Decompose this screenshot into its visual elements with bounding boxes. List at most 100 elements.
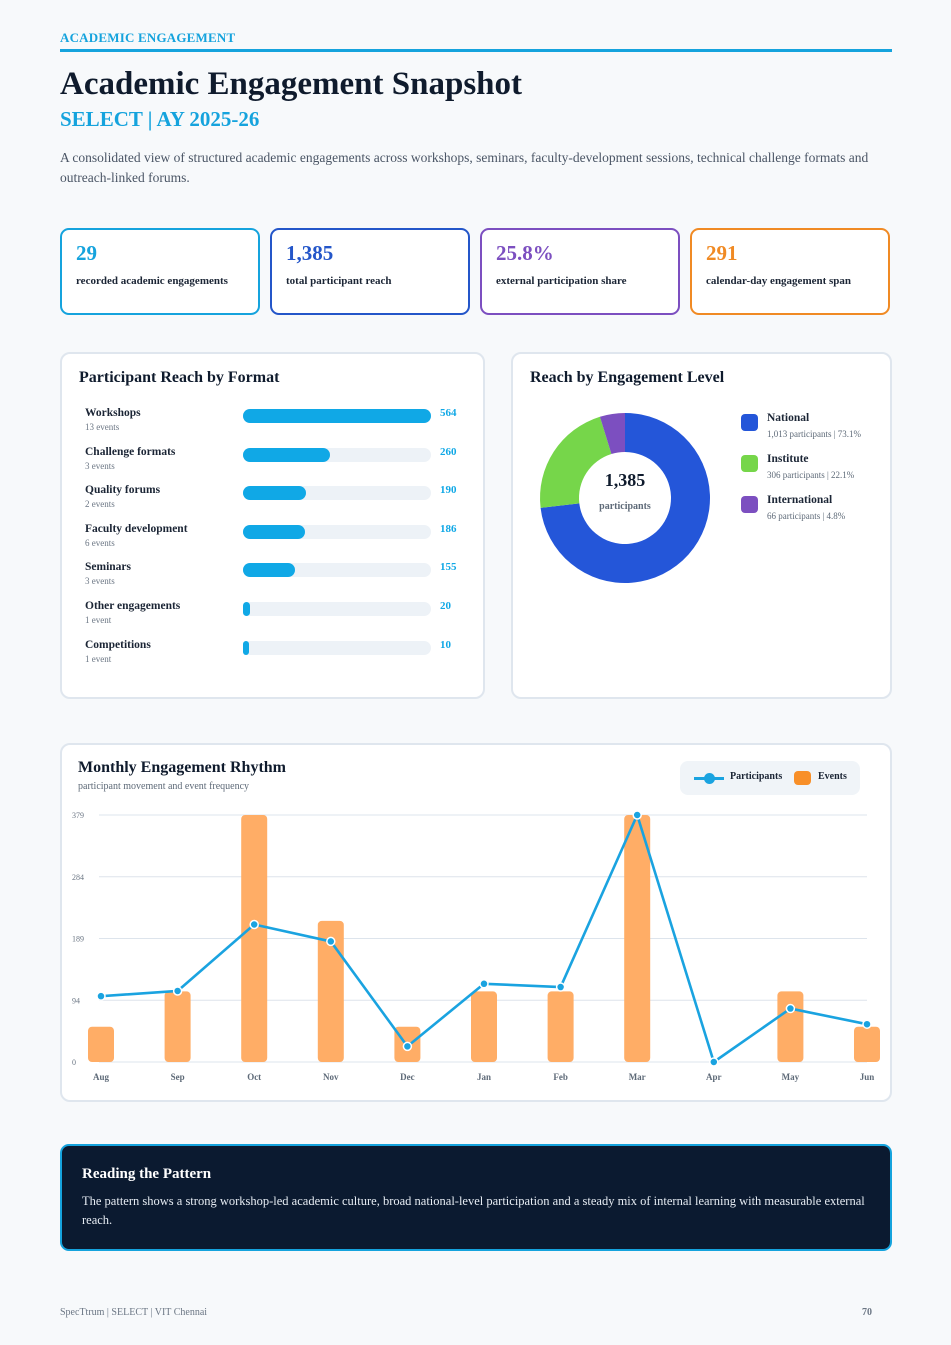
format-bar-track [243, 409, 431, 423]
format-bar-track [243, 602, 431, 616]
insight-panel: Reading the Pattern The pattern shows a … [60, 1144, 892, 1251]
events-bar [854, 1026, 880, 1062]
x-tick-label: Jan [477, 1072, 491, 1082]
legend-detail: 1,013 participants | 73.1% [767, 429, 862, 439]
page-number: 70 [862, 1307, 872, 1318]
format-card: Participant Reach by Format Workshops 13 … [60, 352, 485, 699]
format-row: Seminars 3 events 155 [85, 561, 485, 593]
page-title: Academic Engagement Snapshot [60, 66, 523, 102]
format-bar-track [243, 563, 431, 578]
footer-source: SpecTtrum | SELECT | VIT Chennai [60, 1307, 208, 1318]
rhythm-legend: Participants Events [680, 761, 860, 795]
kpi-label: external participation share [496, 275, 627, 287]
donut-slice-institute [540, 416, 612, 508]
format-value: 190 [440, 484, 457, 497]
x-tick-label: Oct [247, 1072, 261, 1082]
format-value: 260 [440, 445, 457, 458]
x-tick-label: Jun [860, 1072, 875, 1082]
participants-point [402, 1041, 413, 1052]
x-tick-label: Dec [400, 1072, 415, 1082]
participants-point [862, 1019, 872, 1029]
participants-point [632, 810, 642, 820]
section-kicker: ACADEMIC ENGAGEMENT [60, 30, 236, 45]
format-name: Other engagements [85, 600, 181, 612]
x-tick-label: Sep [171, 1072, 185, 1082]
format-row: Challenge formats 3 events 260 [85, 446, 485, 478]
participants-point [249, 919, 259, 930]
y-tick-label: 94 [72, 996, 80, 1005]
participants-legend-marker [704, 773, 715, 784]
format-name: Faculty development [85, 522, 188, 535]
format-value: 186 [440, 522, 457, 535]
x-tick-label: Feb [553, 1072, 568, 1082]
format-row: Workshops 13 events 564 [85, 407, 485, 439]
intro-paragraph: A consolidated view of structured academ… [60, 150, 869, 185]
insight-text: The pattern shows a strong workshop-led … [82, 1194, 865, 1227]
events-bar [241, 815, 268, 1062]
donut-center-value: 1,385 [604, 470, 646, 490]
level-card: Reach by Engagement Level 1,385 particip… [511, 352, 892, 699]
kpi-value: 29 [76, 241, 97, 265]
rhythm-chart: 0 94 189 284 379 Aug Sep Oct Nov Dec Jan Feb Mar Apr M… [72, 810, 880, 1082]
participants-point [555, 982, 566, 992]
legend-swatch [741, 455, 758, 472]
kpi-label: recorded academic engagements [76, 275, 228, 287]
y-tick-label: 0 [72, 1058, 76, 1067]
level-card-title: Reach by Engagement Level [530, 369, 725, 386]
format-bar-fill [243, 447, 330, 462]
kicker-divider [60, 49, 892, 52]
events-bar [624, 815, 651, 1062]
x-tick-label: Aug [93, 1072, 110, 1082]
kpi-card-span: 291 calendar-day engagement span [690, 228, 890, 315]
insight-title: Reading the Pattern [82, 1166, 212, 1182]
format-row: Other engagements 1 event 20 [85, 600, 485, 632]
x-tick-label: May [782, 1072, 800, 1082]
participants-point [709, 1057, 719, 1067]
format-name: Challenge formats [85, 445, 176, 458]
events-bar [88, 1026, 114, 1062]
format-name: Competitions [85, 638, 151, 651]
format-value: 20 [440, 600, 451, 612]
format-event-count: 13 events [85, 422, 120, 432]
format-bar-track [243, 486, 431, 501]
format-event-count: 1 event [85, 653, 112, 664]
participants-legend-label: Participants [730, 771, 783, 782]
format-bar-track [243, 640, 431, 655]
kpi-label: total participant reach [286, 275, 392, 287]
format-row: Faculty development 6 events 186 [85, 523, 485, 555]
format-value: 155 [440, 561, 457, 574]
format-value: 10 [440, 638, 451, 651]
format-card-title: Participant Reach by Format [79, 369, 280, 386]
donut-slice-international [599, 413, 625, 455]
format-value: 564 [440, 407, 457, 419]
events-legend-label: Events [818, 771, 847, 782]
kpi-value: 291 [706, 241, 738, 265]
participants-point [479, 979, 489, 989]
page-subtitle: SELECT | AY 2025-26 [60, 107, 260, 131]
rhythm-card: Monthly Engagement Rhythm participant mo… [60, 743, 892, 1102]
format-row: Competitions 1 event 10 [85, 639, 485, 671]
legend-swatch [741, 414, 758, 431]
participants-point [785, 1003, 796, 1014]
legend-detail: 306 participants | 22.1% [767, 470, 855, 480]
format-bar-fill [243, 602, 250, 616]
format-bar-fill [243, 563, 295, 578]
kpi-value: 25.8% [496, 241, 554, 265]
y-tick-label: 379 [72, 811, 84, 820]
kpi-card-external-share: 25.8% external participation share [480, 228, 680, 315]
format-bar-fill [243, 409, 431, 423]
donut-slice-national [540, 413, 710, 583]
kpi-value: 1,385 [286, 241, 334, 265]
participants-point [96, 991, 106, 1001]
participants-point [172, 986, 183, 996]
kpi-card-engagements: 29 recorded academic engagements [60, 228, 260, 315]
legend-detail: 66 participants | 4.8% [767, 511, 846, 521]
format-name: Workshops [85, 407, 141, 419]
events-legend-swatch [794, 771, 811, 785]
format-event-count: 3 events [85, 460, 115, 471]
level-donut-chart [540, 413, 710, 583]
participants-point [326, 936, 336, 947]
x-tick-label: Mar [629, 1072, 646, 1082]
x-tick-label: Nov [323, 1072, 339, 1082]
rhythm-card-subtitle: participant movement and event frequency [78, 781, 250, 792]
